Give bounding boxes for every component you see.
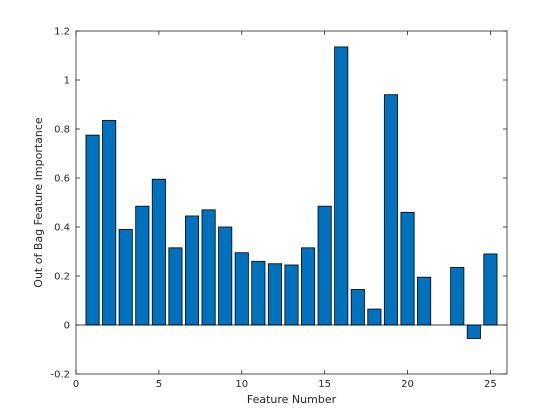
bar-feature-13 xyxy=(284,264,299,326)
y-tick-label: 1 xyxy=(64,76,70,87)
y-tick-label: -0.2 xyxy=(50,370,70,381)
bar-feature-17 xyxy=(350,289,365,326)
y-tick-label: 0.8 xyxy=(54,125,70,136)
x-axis-ticks: 0 5 10 15 20 25 xyxy=(73,31,497,390)
bar-feature-10 xyxy=(234,252,249,326)
bar-feature-20 xyxy=(400,211,415,326)
bar-feature-19 xyxy=(383,94,398,326)
x-axis-label: Feature Number xyxy=(247,393,337,406)
bar-feature-21 xyxy=(417,276,432,326)
y-tick-label: 0 xyxy=(64,321,70,332)
bar-feature-9 xyxy=(218,226,233,326)
y-axis-ticks: -0.2 0 0.2 0.4 0.6 0.8 1 1.2 xyxy=(50,27,507,381)
y-axis-label: Out of Bag Feature Importance xyxy=(32,117,45,288)
x-tick-label: 5 xyxy=(156,379,162,390)
y-tick-label: 0.6 xyxy=(54,174,70,185)
bar-feature-3 xyxy=(118,229,133,326)
bar-feature-8 xyxy=(201,209,216,326)
bar-feature-24 xyxy=(466,324,481,339)
bar-feature-14 xyxy=(301,247,316,326)
axes-box xyxy=(75,30,508,375)
x-tick-label: 0 xyxy=(73,379,79,390)
bar-feature-25 xyxy=(483,253,498,326)
x-tick-label: 20 xyxy=(401,379,414,390)
y-tick-label: 0.2 xyxy=(54,272,70,283)
bar-feature-12 xyxy=(267,263,282,326)
bar-feature-4 xyxy=(135,205,150,326)
x-tick-label: 15 xyxy=(318,379,331,390)
x-tick-label: 10 xyxy=(235,379,248,390)
bar-feature-6 xyxy=(168,247,183,326)
bar-feature-23 xyxy=(450,267,465,326)
x-tick-label: 25 xyxy=(484,379,497,390)
bar-feature-18 xyxy=(367,308,382,326)
bars-group xyxy=(85,46,498,339)
bar-feature-2 xyxy=(102,120,117,326)
y-tick-label: 1.2 xyxy=(54,27,70,38)
y-tick-label: 0.4 xyxy=(54,223,70,234)
bar-feature-5 xyxy=(151,178,166,326)
bar-feature-7 xyxy=(185,215,200,326)
bar-feature-16 xyxy=(334,46,349,326)
bar-feature-1 xyxy=(85,134,100,326)
bar-feature-15 xyxy=(317,205,332,326)
bar-feature-11 xyxy=(251,260,266,326)
